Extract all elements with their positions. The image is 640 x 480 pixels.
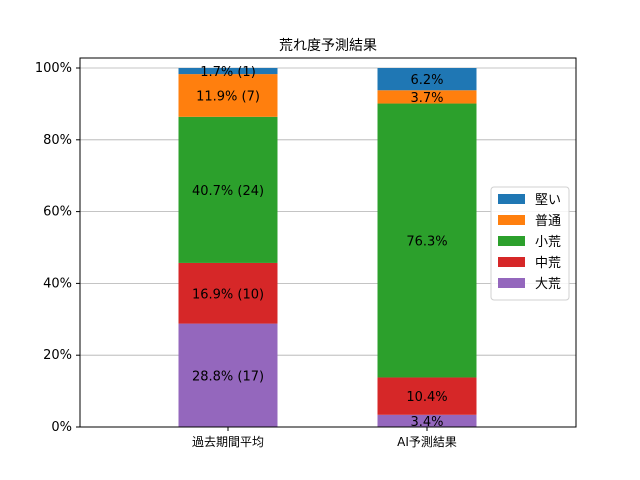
bar-segment	[178, 323, 278, 427]
x-tick-label: 過去期間平均	[192, 435, 264, 449]
data-label: 16.9% (10)	[192, 287, 264, 302]
data-label: 10.4%	[406, 390, 447, 405]
bar-segment	[377, 414, 477, 427]
bar-segment	[178, 68, 278, 75]
legend-label: 大荒	[535, 277, 561, 292]
data-label: 1.7% (1)	[200, 65, 256, 80]
bar-segment	[377, 377, 477, 415]
data-label: 6.2%	[410, 73, 443, 88]
legend-swatch	[498, 215, 525, 225]
bar-segment	[377, 68, 477, 91]
y-tick-label: 80%	[43, 133, 72, 148]
y-axis: 0% 20% 40% 60% 80% 100%	[35, 61, 80, 435]
x-tick-label: AI予測結果	[397, 435, 457, 449]
legend-label: 中荒	[535, 256, 561, 271]
y-tick-label: 40%	[43, 276, 72, 291]
data-label: 3.4%	[410, 415, 443, 430]
data-label: 40.7% (24)	[192, 184, 264, 199]
y-tick-label: 20%	[43, 348, 72, 363]
plot-frame	[79, 57, 577, 428]
legend-swatch	[498, 236, 525, 246]
legend-swatch	[498, 194, 525, 204]
legend-label: 小荒	[535, 235, 561, 250]
bar-segment	[178, 116, 278, 263]
bar-segment	[178, 262, 278, 324]
data-label: 3.7%	[410, 91, 443, 106]
bar-segment	[377, 103, 477, 378]
bar-segment	[178, 74, 278, 117]
y-tick-label: 100%	[35, 61, 72, 76]
chart-title: 荒れ度予測結果	[279, 38, 377, 54]
bar-segment	[377, 90, 477, 104]
y-tick-label: 60%	[43, 205, 72, 220]
legend-swatch	[498, 257, 525, 267]
x-axis: 過去期間平均 AI予測結果	[192, 427, 457, 449]
legend-swatch	[498, 278, 525, 288]
y-tick-label: 0%	[51, 420, 72, 435]
data-label: 76.3%	[406, 234, 447, 249]
data-labels: 28.8% (17) 16.9% (10) 40.7% (24) 11.9% (7) 1…	[192, 65, 448, 430]
bars	[178, 68, 477, 427]
data-label: 28.8% (17)	[192, 369, 264, 384]
legend-label: 普通	[535, 214, 561, 229]
data-label: 11.9% (7)	[196, 89, 260, 104]
legend-label: 堅い	[535, 193, 561, 208]
